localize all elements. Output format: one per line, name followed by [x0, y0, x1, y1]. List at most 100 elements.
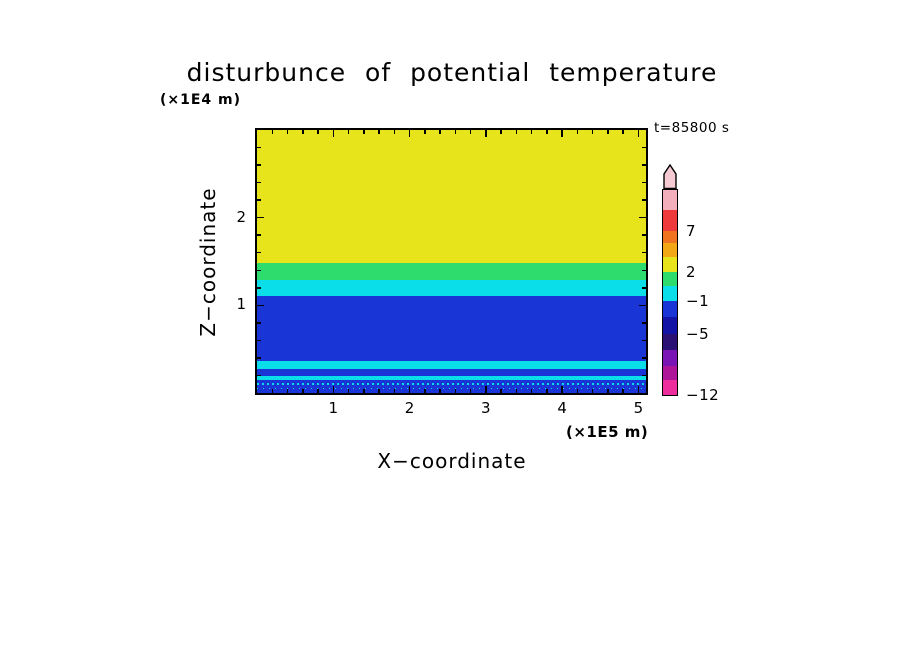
z-major-tick — [639, 304, 646, 307]
colorbar-label: −12 — [686, 386, 720, 404]
x-minor-tick — [546, 389, 548, 393]
colorbar-segment — [663, 301, 677, 317]
z-minor-tick — [257, 322, 261, 324]
colorbar-segment — [663, 272, 677, 286]
x-minor-tick — [302, 389, 304, 393]
x-minor-tick — [363, 130, 365, 134]
colorbar-segment — [663, 380, 677, 395]
x-minor-tick — [469, 389, 472, 393]
z-minor-tick — [642, 181, 646, 184]
x-minor-tick — [439, 130, 441, 134]
colorbar-label: 2 — [686, 263, 697, 281]
z-minor-tick — [257, 339, 261, 342]
colorbar-segment — [663, 286, 677, 301]
z-axis-label: Z−coordinate — [196, 187, 220, 337]
x-minor-tick — [424, 389, 426, 393]
x-minor-tick — [286, 389, 289, 393]
z-minor-tick — [257, 199, 261, 201]
z-minor-tick — [257, 251, 261, 254]
x-minor-tick — [622, 130, 624, 134]
x-minor-tick — [500, 130, 502, 134]
z-minor-tick — [642, 287, 646, 289]
x-major-tick — [485, 386, 487, 393]
colorbar-segment — [663, 243, 677, 257]
z-major-tick — [257, 216, 264, 219]
x-major-tick — [561, 130, 563, 137]
x-axis-unit: (×1E5 m) — [566, 423, 649, 441]
colorbar-segment — [663, 231, 677, 243]
x-major-tick — [637, 130, 640, 137]
z-minor-tick — [642, 251, 646, 254]
band-cyan — [257, 279, 646, 296]
z-major-tick — [257, 304, 264, 307]
x-minor-tick — [439, 389, 441, 393]
x-major-tick — [332, 130, 335, 137]
x-minor-tick — [378, 130, 380, 134]
z-minor-tick — [257, 164, 261, 166]
x-tick-label: 4 — [557, 399, 567, 417]
x-tick-label: 5 — [633, 399, 644, 417]
z-axis-unit: (×1E4 m) — [160, 92, 242, 108]
x-minor-tick — [454, 389, 457, 393]
x-tick-label: 2 — [404, 399, 415, 417]
z-minor-tick — [642, 234, 646, 236]
colorbar-segment — [663, 334, 677, 350]
x-minor-tick — [607, 130, 609, 134]
x-minor-tick — [393, 389, 396, 393]
x-tick-label: 3 — [481, 399, 491, 417]
plot-area — [255, 128, 648, 395]
x-minor-tick — [317, 130, 319, 134]
x-minor-tick — [576, 130, 579, 134]
x-axis-label: X−coordinate — [377, 449, 527, 473]
x-major-tick — [485, 130, 487, 137]
colorbar-segment — [663, 366, 677, 380]
x-minor-tick — [546, 130, 548, 134]
z-minor-tick — [642, 146, 646, 149]
z-minor-tick — [642, 199, 646, 201]
z-minor-tick — [642, 339, 646, 342]
band-blue-stripe — [257, 369, 646, 377]
band-blue-bottom — [257, 380, 646, 393]
z-minor-tick — [642, 357, 646, 359]
x-minor-tick — [607, 389, 609, 393]
x-minor-tick — [622, 389, 624, 393]
colorbar — [662, 189, 678, 396]
z-minor-tick — [257, 181, 261, 184]
colorbar-label: −5 — [686, 325, 710, 343]
band-blue — [257, 295, 646, 361]
band-green — [257, 262, 646, 280]
x-minor-tick — [347, 130, 350, 134]
colorbar-pencil-tip-shape — [663, 164, 677, 189]
colorbar-label: −1 — [686, 292, 710, 310]
z-major-tick — [639, 216, 646, 219]
x-major-tick — [637, 386, 640, 393]
x-minor-tick — [515, 389, 518, 393]
x-major-tick — [561, 386, 563, 393]
chart-title: disturbunce of potential temperature — [186, 58, 718, 87]
colorbar-segment — [663, 257, 677, 272]
z-minor-tick — [257, 234, 261, 236]
x-major-tick — [408, 130, 411, 137]
z-minor-tick — [257, 357, 261, 359]
x-minor-tick — [378, 389, 380, 393]
x-minor-tick — [500, 389, 502, 393]
time-label: t=85800 s — [654, 120, 730, 136]
z-tick-label: 1 — [236, 295, 246, 314]
x-major-tick — [332, 386, 335, 393]
band-yellow — [257, 130, 646, 263]
z-minor-tick — [642, 269, 646, 272]
band-cyan-stripe — [257, 360, 646, 370]
x-minor-tick — [317, 389, 319, 393]
colorbar-segment — [663, 210, 677, 231]
x-minor-tick — [591, 130, 594, 134]
x-minor-tick — [576, 389, 579, 393]
z-minor-tick — [257, 374, 261, 377]
z-minor-tick — [642, 374, 646, 377]
z-minor-tick — [257, 269, 261, 272]
x-minor-tick — [286, 130, 289, 134]
x-tick-label: 1 — [328, 399, 339, 417]
x-minor-tick — [347, 389, 350, 393]
x-minor-tick — [515, 130, 518, 134]
colorbar-pencil-tip-icon — [663, 164, 677, 189]
